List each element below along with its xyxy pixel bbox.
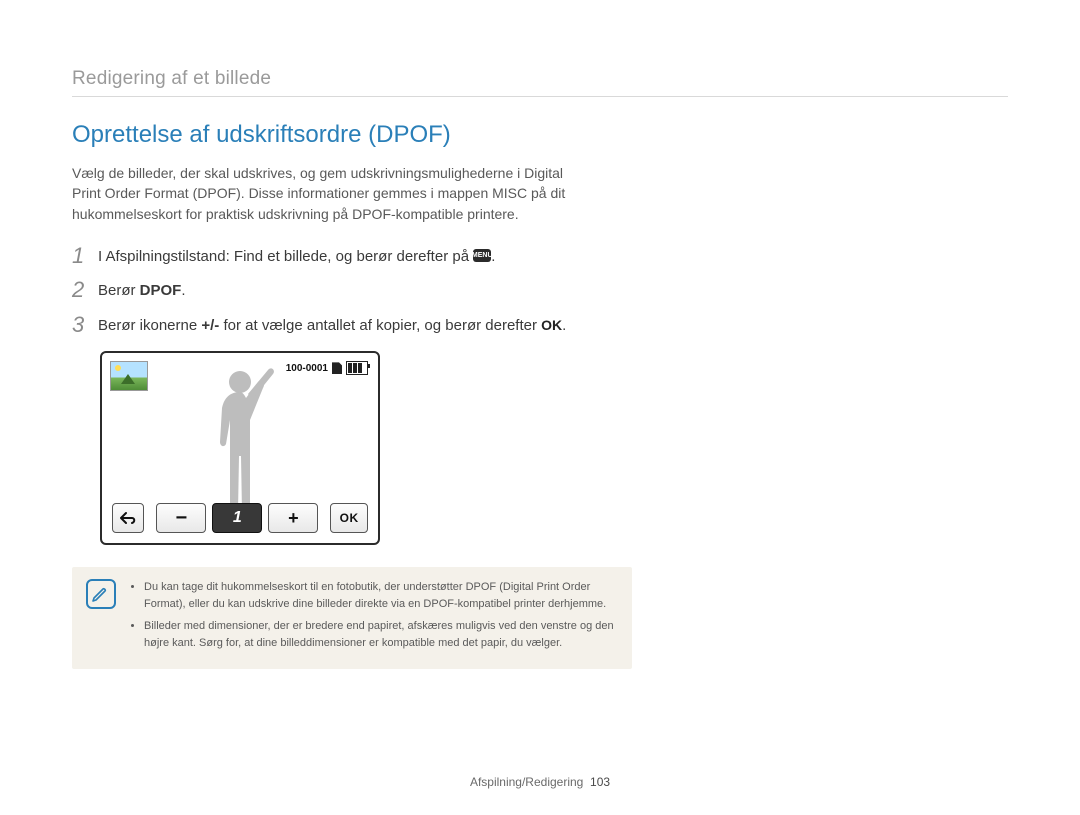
step2-text-a: Berør (98, 282, 140, 299)
steps-list: 1 I Afspilningstilstand: Find et billede… (72, 244, 612, 338)
breadcrumb: Redigering af et billede (72, 68, 1008, 90)
step-2: 2 Berør DPOF. (72, 278, 612, 303)
ok-label: OK (541, 317, 562, 333)
thumbnail-icon (110, 361, 148, 391)
step3-text-c: . (562, 317, 566, 334)
step-text: Berør ikonerne +/- for at vælge antallet… (98, 313, 566, 338)
copy-count: 1 (212, 503, 262, 533)
footer-section: Afspilning/Redigering (470, 775, 583, 789)
person-silhouette-icon (190, 364, 290, 514)
page-footer: Afspilning/Redigering 103 (0, 775, 1080, 789)
note-icon (86, 579, 116, 609)
file-counter: 100-0001 (286, 363, 328, 374)
step-number: 3 (72, 313, 98, 337)
plus-button[interactable]: + (268, 503, 318, 533)
step-3: 3 Berør ikonerne +/- for at vælge antall… (72, 313, 612, 338)
menu-icon: MENU (473, 249, 491, 262)
screen-inner: 100-0001 − 1 (106, 357, 374, 539)
step2-text-b: . (181, 282, 185, 299)
step-number: 2 (72, 278, 98, 302)
step-1: 1 I Afspilningstilstand: Find et billede… (72, 244, 612, 269)
note-list: Du kan tage dit hukommelseskort til en f… (130, 579, 618, 657)
minus-button[interactable]: − (156, 503, 206, 533)
step-text: I Afspilningstilstand: Find et billede, … (98, 244, 495, 269)
step2-bold: DPOF (140, 282, 182, 299)
note-item: Billeder med dimensioner, der er bredere… (144, 618, 618, 651)
status-bar: 100-0001 (286, 361, 368, 375)
intro-paragraph: Vælg de billeder, der skal udskrives, og… (72, 163, 592, 224)
sd-card-icon (332, 362, 342, 374)
step1-text-a: I Afspilningstilstand: Find et billede, … (98, 248, 473, 265)
screen-toolbar: − 1 + OK (112, 503, 368, 533)
note-box: Du kan tage dit hukommelseskort til en f… (72, 567, 632, 669)
step-number: 1 (72, 244, 98, 268)
page-title: Oprettelse af udskriftsordre (DPOF) (72, 121, 1008, 149)
note-item: Du kan tage dit hukommelseskort til en f… (144, 579, 618, 612)
camera-screen: 100-0001 − 1 (100, 351, 380, 545)
battery-icon (346, 361, 368, 375)
ok-button[interactable]: OK (330, 503, 368, 533)
divider (72, 96, 1008, 97)
page-number: 103 (590, 775, 610, 789)
step-text: Berør DPOF. (98, 278, 186, 303)
manual-page: Redigering af et billede Oprettelse af u… (0, 0, 1080, 815)
step3-text-b: for at vælge antallet af kopier, og berø… (219, 317, 541, 334)
back-button[interactable] (112, 503, 144, 533)
step3-text-a: Berør ikonerne (98, 317, 201, 334)
step3-bold: +/- (201, 317, 219, 334)
